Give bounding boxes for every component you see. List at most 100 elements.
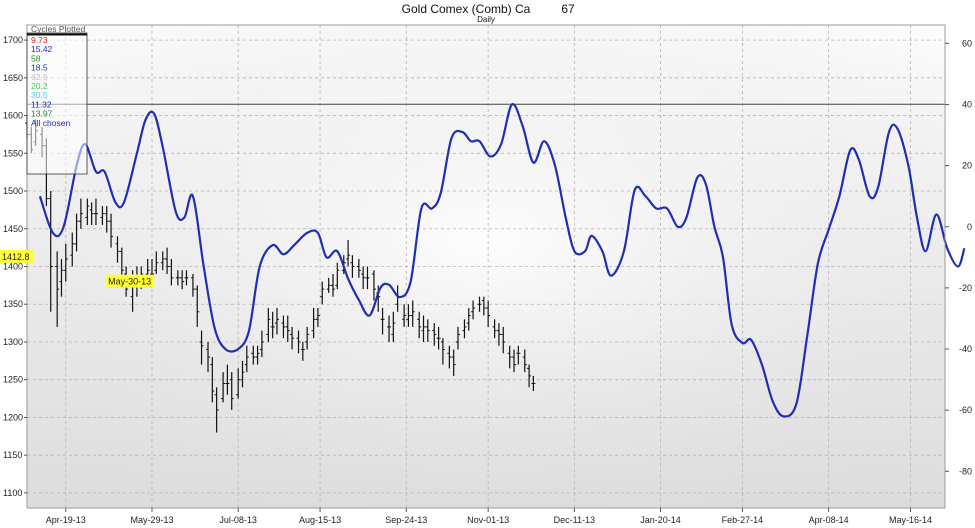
date-marker-label: May-30-13 [106,274,155,288]
price-bar [225,364,230,395]
price-bar [501,326,506,354]
legend-entry: 11.32 [31,99,52,109]
left-tick-label: 1650 [3,73,23,83]
left-axis: 1100 1150 1200 1250 1300 1350 1400 1450 1500 1550… [3,35,27,498]
price-bar [425,319,430,342]
price-bar [48,191,53,312]
price-bar [466,308,471,331]
price-bar [154,251,159,275]
price-bar [527,364,532,388]
x-tick-label: Aug-15-13 [299,515,341,525]
price-bar [55,251,60,327]
price-bar [229,372,234,410]
price-bar [371,270,376,301]
cycle-line-layer [38,103,966,418]
price-bar [281,315,286,339]
left-tick-label: 1150 [3,450,22,460]
legend-entry: 9.73 [31,35,48,45]
price-bar [477,296,482,312]
price-bar [160,251,165,271]
legend-box: Cycles Plotted 9.7315.425818.562.620.230… [26,24,88,175]
left-tick-label: 1700 [3,35,23,45]
right-tick-label: 20 [962,161,972,171]
price-bar [270,311,275,339]
price-bar [462,319,467,339]
price-bar [214,387,219,433]
price-bar [492,319,497,339]
legend-entry: 18.5 [31,63,48,73]
price-bar [109,213,114,248]
price-bar [255,345,260,365]
left-value-label: 1412.8 [0,249,34,263]
price-bar [100,206,105,225]
price-bar [210,357,215,403]
price-bar [335,262,340,290]
legend-entry: 15.42 [31,44,53,54]
price-bar [104,206,109,233]
price-bar [165,247,170,275]
x-tick-label: Apr-19-13 [46,515,86,525]
price-bar [305,326,310,350]
price-bar [387,315,392,342]
right-tick-label: 40 [962,99,972,109]
x-tick-label: Feb-27-14 [722,515,764,525]
price-bar [180,270,185,290]
price-bar [315,308,320,327]
left-tick-label: 1500 [3,186,23,196]
right-tick-label: 0 [967,222,972,232]
x-tick-label: May-16-14 [889,515,932,525]
legend-entry: 58 [31,53,41,63]
x-tick-label: Dec-11-13 [554,515,595,525]
left-tick-label: 1100 [3,488,22,498]
price-bar [365,266,370,290]
price-bar [417,311,422,339]
legend-title: Cycles Plotted [31,24,86,34]
price-bar [311,308,316,339]
x-tick-label: Sep-24-13 [385,515,427,525]
price-bar [89,202,94,225]
price-bar [175,270,180,286]
price-bar [531,375,536,392]
left-tick-label: 1550 [3,148,23,158]
price-bar [402,304,407,327]
price-bar [59,258,64,297]
right-tick-label: -60 [959,405,972,415]
price-bar [184,270,189,286]
price-bar [432,323,437,346]
right-tick-label: -80 [959,466,972,476]
price-bar [522,349,527,373]
price-bar [206,341,211,373]
price-bar [507,345,512,369]
price-bar [78,198,83,229]
left-tick-label: 1450 [3,224,23,234]
right-tick-label: -40 [959,344,972,354]
x-tick-label: Jul-08-13 [219,515,257,525]
price-bar [236,368,241,399]
price-bar [244,345,249,373]
price-bar [326,277,331,293]
price-bar [300,341,305,361]
price-bar [356,258,361,278]
price-bar [195,285,200,327]
price-bar [115,236,120,263]
price-bar [391,311,396,342]
price-bar [455,326,460,350]
cycle-line [38,103,966,418]
price-bar [266,308,271,342]
price-bar [251,345,256,365]
x-tick-label: Jan-20-14 [640,515,681,525]
price-bar [406,304,411,327]
price-bar [85,198,90,225]
price-bar [440,338,445,365]
left-tick-label: 1350 [3,299,23,309]
price-bar [296,330,301,354]
x-tick-label: Apr-08-14 [809,515,849,525]
left-tick-label: 1400 [3,262,23,272]
price-bar [436,326,441,350]
price-bar [70,232,75,267]
price-bar [451,349,456,376]
price-bar [447,345,452,369]
price-bar [486,300,491,327]
price-bar [290,326,295,350]
